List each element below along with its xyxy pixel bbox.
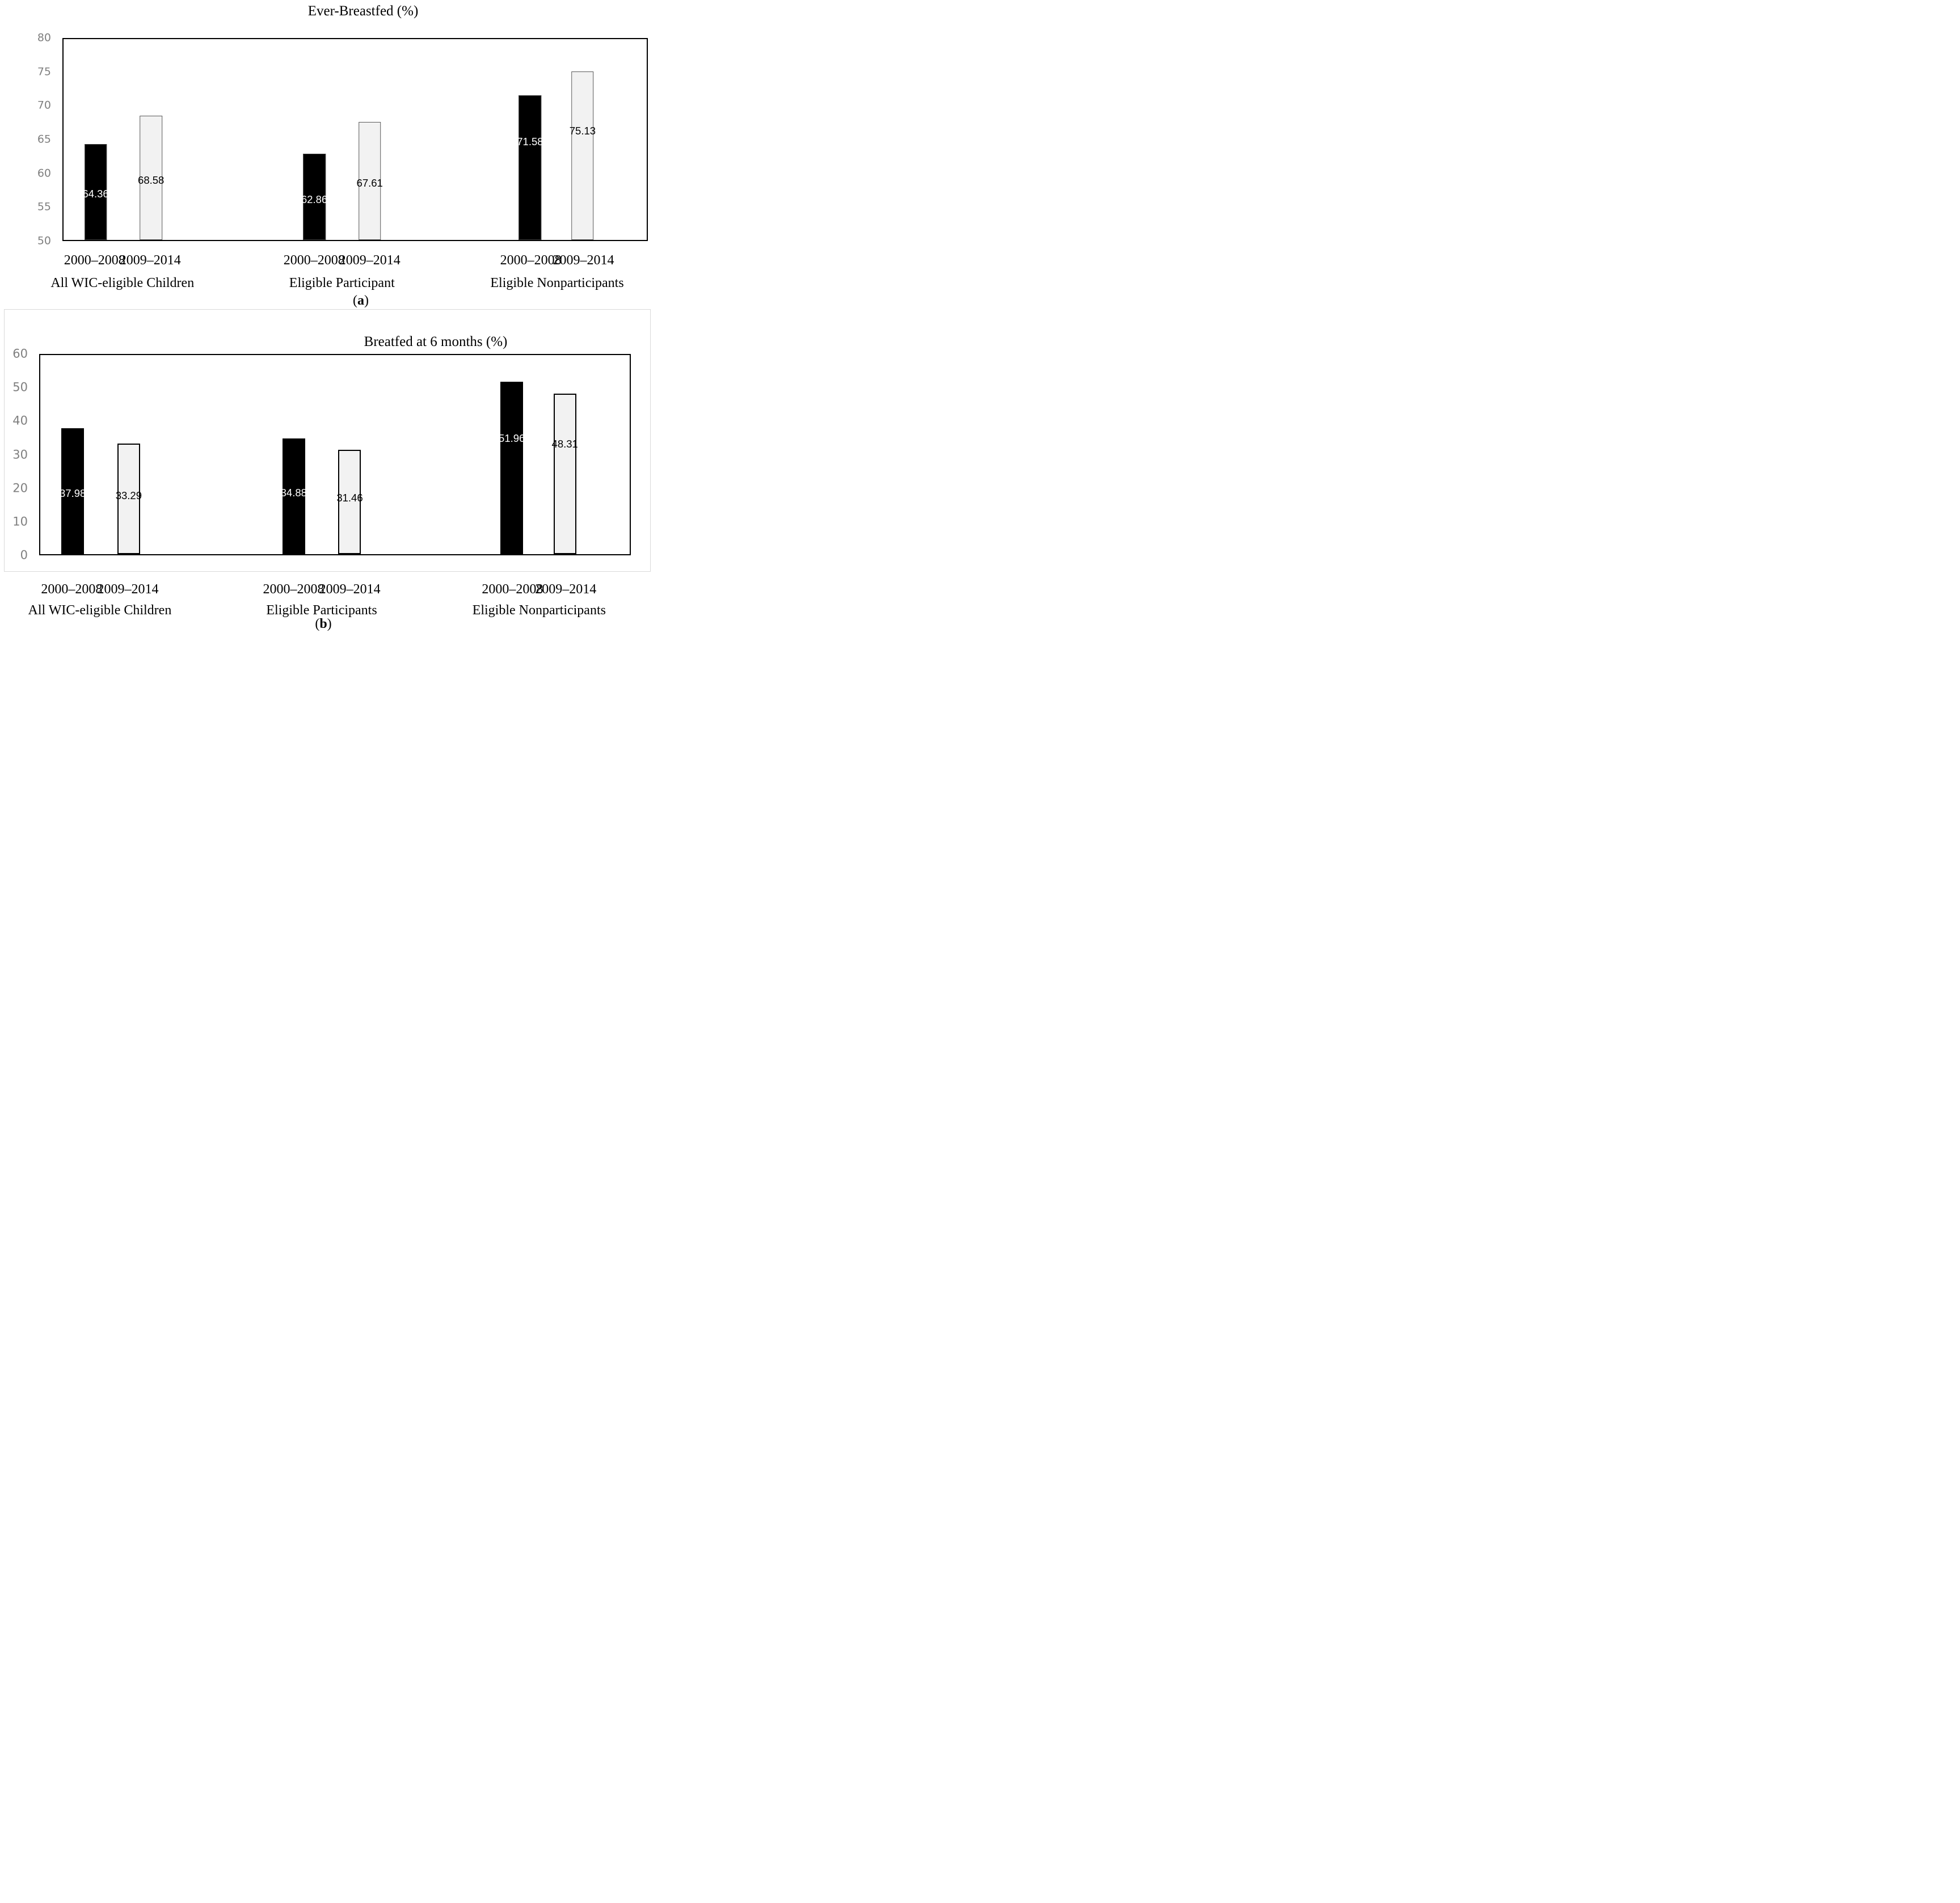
period-label: 2000–2008	[283, 253, 345, 268]
period-label: 2009–2014	[535, 582, 597, 597]
period-label: 2009–2014	[339, 253, 401, 268]
bar-value-label: 62.86	[301, 193, 328, 205]
plot-area-a: 64.36 62.86 71.58 68.58 67.61 75.13	[62, 38, 648, 241]
period-label: 2000–2008	[64, 253, 125, 268]
bar-value-label: 31.46	[336, 491, 363, 504]
caption-paren-close: )	[364, 293, 369, 308]
period-label: 2009–2014	[119, 253, 181, 268]
panel-b: Breatfed at 6 months (%) 60 50 40 30 20 10 0 3…	[0, 0, 654, 634]
caption-letter: b	[319, 617, 327, 631]
y-tick-label: 30	[12, 447, 28, 461]
panel-b-border-box	[4, 309, 651, 572]
y-tick-label: 70	[37, 99, 51, 112]
caption-paren-open: (	[315, 617, 320, 631]
group-label: All WIC-eligible Children	[50, 276, 195, 290]
caption-letter: a	[357, 293, 364, 308]
y-tick-label: 20	[12, 481, 28, 495]
bar-b-group3-series2: 48.31	[551, 394, 578, 554]
bar-value-label: 75.13	[569, 124, 596, 137]
y-tick-label: 80	[37, 31, 51, 44]
panel-a: Ever-Breastfed (%) 80 75 70 65 60 55 50 64.36 6…	[0, 0, 654, 634]
bar-a-group2-series2: 67.61	[356, 122, 383, 240]
period-label: 2000–2008	[500, 253, 562, 268]
group-label: All WIC-eligible Children	[28, 603, 172, 618]
y-tick-label: 50	[12, 380, 28, 394]
y-tick-label: 0	[20, 548, 28, 562]
group-label: Eligible Nonparticipants	[472, 603, 606, 618]
bar-a-group2-series1: 62.86	[301, 154, 328, 240]
panel-caption-b: (b)	[315, 617, 331, 632]
y-tick-label: 75	[37, 65, 51, 78]
bar-b-group2-series2: 31.46	[336, 449, 363, 554]
y-tick-label: 40	[12, 413, 28, 428]
figure-canvas: Ever-Breastfed (%) 80 75 70 65 60 55 50 64.36 6…	[0, 0, 654, 634]
bar-b-group1-series2: 33.29	[115, 444, 142, 554]
y-tick-label: 55	[37, 200, 51, 213]
y-tick-label: 10	[12, 514, 28, 529]
bar-value-label: 34.88	[280, 486, 307, 499]
chart-title-b: Breatfed at 6 months (%)	[364, 334, 508, 349]
caption-paren-close: )	[327, 617, 332, 631]
bar-a-group3-series2: 75.13	[569, 71, 596, 240]
period-label: 2009–2014	[97, 582, 159, 597]
caption-paren-open: (	[353, 293, 357, 308]
bar-b-group2-series1: 34.88	[280, 438, 307, 554]
bar-b-group3-series1: 51.96	[499, 382, 525, 554]
period-label: 2009–2014	[553, 253, 614, 268]
bar-value-label: 33.29	[115, 489, 142, 501]
bar-value-label: 64.36	[82, 187, 109, 200]
chart-title-a: Ever-Breastfed (%)	[307, 3, 419, 19]
y-tick-label: 65	[37, 133, 51, 146]
bar-value-label: 51.96	[499, 432, 525, 445]
bar-b-group1-series1: 37.98	[59, 428, 86, 554]
bar-a-group3-series1: 71.58	[517, 95, 543, 240]
bar-a-group1-series2: 68.58	[138, 115, 165, 240]
y-tick-label: 50	[37, 234, 51, 247]
panel-caption-a: (a)	[353, 293, 369, 309]
y-tick-label: 60	[37, 167, 51, 180]
bar-value-label: 37.98	[59, 487, 86, 500]
plot-area-b: 37.98 34.88 51.96 33.29 31.46 48.31	[39, 354, 631, 555]
bar-value-label: 71.58	[517, 136, 543, 148]
bar-value-label: 48.31	[551, 437, 578, 450]
period-label: 2000–2008	[263, 582, 324, 597]
y-tick-label: 60	[12, 347, 28, 361]
group-label: Eligible Participants	[266, 603, 377, 618]
group-label: Eligible Nonparticipants	[490, 276, 624, 290]
period-label: 2009–2014	[319, 582, 381, 597]
bar-a-group1-series1: 64.36	[82, 144, 109, 240]
bar-value-label: 68.58	[138, 174, 165, 186]
period-label: 2000–2008	[482, 582, 543, 597]
period-label: 2000–2008	[41, 582, 103, 597]
bar-value-label: 67.61	[356, 177, 383, 189]
group-label: Eligible Participant	[289, 276, 395, 290]
